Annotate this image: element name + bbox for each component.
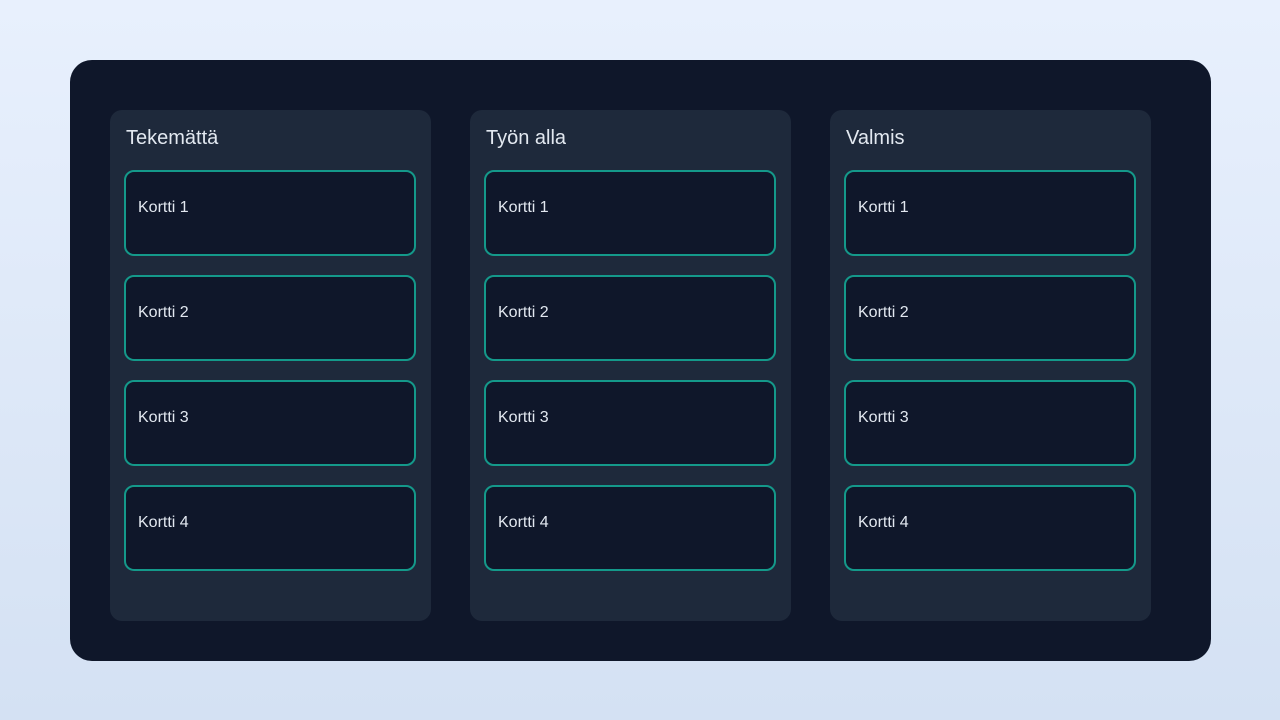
card[interactable]: Kortti 4 bbox=[484, 485, 776, 571]
column-3: Valmis Kortti 1 Kortti 2 Kortti 3 Kortti 4 bbox=[830, 110, 1151, 621]
card[interactable]: Kortti 2 bbox=[484, 275, 776, 361]
card[interactable]: Kortti 2 bbox=[124, 275, 416, 361]
column-2: Työn alla Kortti 1 Kortti 2 Kortti 3 Kortti … bbox=[470, 110, 791, 621]
card[interactable]: Kortti 1 bbox=[844, 170, 1136, 256]
column-title: Valmis bbox=[846, 127, 905, 149]
card[interactable]: Kortti 4 bbox=[844, 485, 1136, 571]
column-1: Tekemättä Kortti 1 Kortti 2 Kortti 3 Kortti … bbox=[110, 110, 431, 621]
column-title: Tekemättä bbox=[126, 127, 219, 149]
kanban-board: Tekemättä Kortti 1 Kortti 2 Kortti 3 Kortti … bbox=[70, 60, 1211, 661]
column-title: Työn alla bbox=[486, 127, 567, 149]
card[interactable]: Kortti 4 bbox=[124, 485, 416, 571]
card[interactable]: Kortti 3 bbox=[844, 380, 1136, 466]
card[interactable]: Kortti 1 bbox=[484, 170, 776, 256]
card[interactable]: Kortti 3 bbox=[124, 380, 416, 466]
card[interactable]: Kortti 1 bbox=[124, 170, 416, 256]
card[interactable]: Kortti 2 bbox=[844, 275, 1136, 361]
card[interactable]: Kortti 3 bbox=[484, 380, 776, 466]
